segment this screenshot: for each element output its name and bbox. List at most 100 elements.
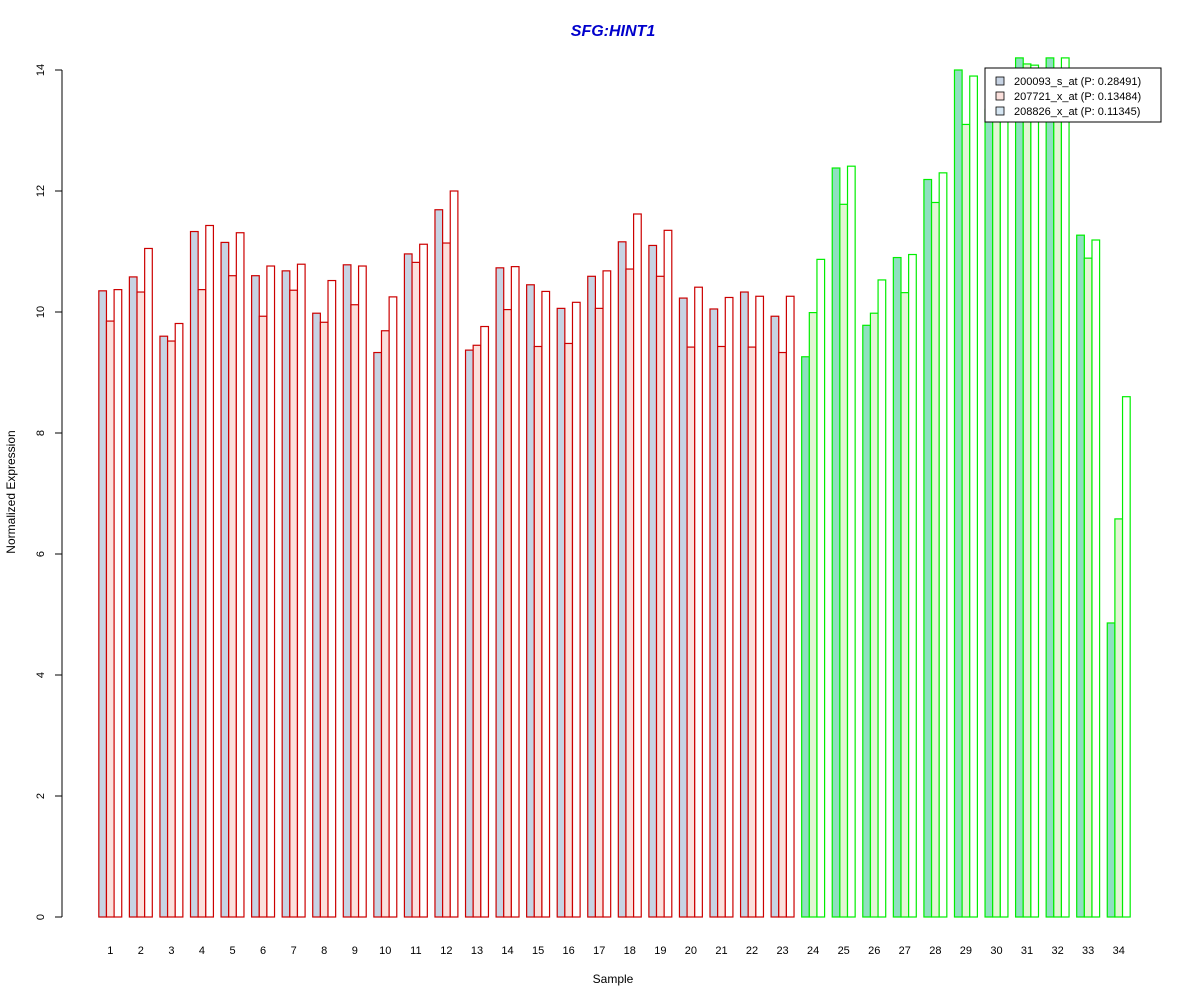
bar-2 — [1114, 518, 1124, 918]
bar-3 — [205, 224, 215, 918]
bar-1 — [709, 308, 719, 918]
bar-2 — [136, 291, 146, 918]
bar-2 — [228, 275, 237, 918]
x-tick-label: 34 — [1113, 945, 1125, 957]
x-tick-label: 14 — [501, 945, 513, 957]
bar-2 — [442, 242, 451, 918]
legend-swatch — [995, 106, 1005, 116]
bar-3 — [113, 289, 123, 918]
bar-3 — [632, 213, 642, 918]
bar-1 — [373, 351, 383, 918]
bar-2 — [350, 304, 360, 918]
bar-1 — [464, 349, 474, 918]
x-tick-label: 4 — [199, 945, 205, 957]
x-tick-label: 15 — [532, 945, 544, 957]
bar-3 — [908, 253, 917, 918]
bar-3 — [846, 165, 856, 918]
bar-1 — [1014, 57, 1024, 918]
bar-2 — [839, 203, 849, 918]
x-axis-tick-labels: 1 2 3 4 5 6 7 8 9 10 11 12 13 14 15 16 17 18 19 20 21 22 23 24 2… — [107, 945, 1125, 957]
x-tick-label: 6 — [260, 945, 266, 957]
x-tick-label: 16 — [563, 945, 575, 957]
bar-2 — [625, 268, 635, 918]
bar-3 — [327, 279, 337, 918]
bar-2 — [992, 105, 1001, 918]
bar-1 — [1106, 622, 1116, 918]
x-tick-label: 25 — [838, 945, 850, 957]
x-tick-label: 33 — [1082, 945, 1094, 957]
bar-3 — [419, 243, 428, 918]
y-tick-label: 10 — [35, 306, 47, 318]
legend-swatch — [995, 76, 1005, 86]
bar-2 — [930, 201, 940, 918]
x-tick-label: 5 — [229, 945, 235, 957]
bar-2 — [869, 312, 879, 918]
y-tick-label: 8 — [35, 430, 47, 436]
bar-2 — [258, 315, 268, 918]
bar-3 — [510, 266, 520, 918]
bar-3 — [724, 296, 734, 918]
y-tick-label: 14 — [35, 64, 47, 76]
bar-3 — [1091, 239, 1101, 918]
bar-2 — [105, 320, 115, 918]
bar-3 — [938, 172, 948, 918]
y-tick-label: 6 — [35, 551, 47, 557]
x-tick-label: 30 — [990, 945, 1002, 957]
bar-3 — [816, 258, 826, 918]
y-tick-label: 2 — [35, 793, 47, 799]
x-tick-label: 3 — [168, 945, 174, 957]
legend-swatch — [995, 91, 1005, 101]
x-tick-label: 27 — [899, 945, 911, 957]
bar-2 — [380, 330, 390, 918]
chart-title: SFG:HINT1 — [571, 23, 656, 40]
bar-1 — [984, 108, 994, 918]
bar-2 — [961, 123, 971, 918]
bar-2 — [166, 340, 176, 918]
bar-1 — [770, 315, 780, 918]
x-tick-label: 13 — [471, 945, 483, 957]
bar-1 — [1045, 57, 1055, 918]
bar-3 — [1121, 396, 1131, 918]
bar-2 — [197, 289, 207, 918]
legend: 200093_s_at (P: 0.28491) 207721_x_at (P: … — [984, 67, 1162, 123]
bar-2 — [594, 307, 604, 918]
bar-3 — [235, 232, 245, 918]
bar-1 — [251, 275, 260, 918]
bar-2 — [1053, 111, 1063, 918]
bar-1 — [526, 284, 535, 918]
bar-2 — [564, 342, 574, 918]
bar-3 — [571, 301, 581, 918]
y-axis: 0 2 4 6 8 10 12 14 — [35, 64, 63, 920]
bar-3 — [694, 286, 703, 918]
bar-1 — [953, 69, 963, 918]
x-tick-label: 1 — [107, 945, 113, 957]
bar-3 — [144, 247, 153, 918]
legend-entry-label: 207721_x_at (P: 0.13484) — [1014, 91, 1141, 103]
bar-3 — [785, 295, 795, 918]
x-tick-label: 8 — [321, 945, 327, 957]
x-tick-label: 21 — [715, 945, 727, 957]
bar-2 — [411, 261, 421, 918]
x-tick-label: 20 — [685, 945, 697, 957]
x-tick-label: 28 — [929, 945, 941, 957]
bar-1 — [312, 312, 321, 918]
bar-2 — [1083, 257, 1093, 918]
x-tick-label: 23 — [776, 945, 788, 957]
bar-2 — [778, 351, 787, 918]
x-tick-label: 17 — [593, 945, 605, 957]
y-axis-label: Normalized Expression — [4, 430, 18, 553]
bar-1 — [648, 244, 658, 918]
bar-3 — [1060, 57, 1070, 918]
bar-2 — [319, 321, 329, 918]
x-axis-label: Sample — [593, 972, 634, 986]
bar-2 — [503, 308, 512, 918]
bar-3 — [877, 279, 887, 918]
bar-1 — [617, 241, 627, 918]
bar-1 — [862, 324, 872, 918]
bar-3 — [663, 229, 673, 918]
bar-3 — [174, 322, 184, 918]
y-tick-label: 4 — [35, 672, 47, 678]
bar-2 — [717, 345, 726, 918]
